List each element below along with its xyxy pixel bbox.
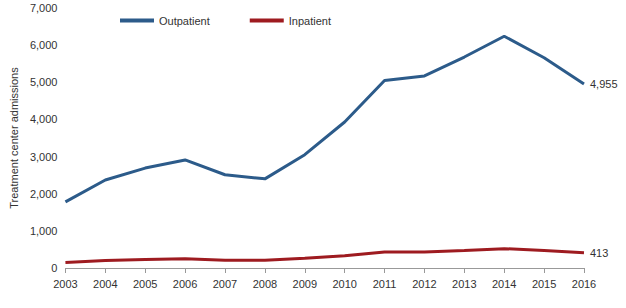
svg-text:2014: 2014 [492, 278, 516, 290]
svg-text:413: 413 [590, 247, 608, 259]
svg-text:Inpatient: Inpatient [289, 15, 331, 27]
svg-text:0: 0 [51, 262, 57, 274]
svg-text:1,000: 1,000 [30, 225, 58, 237]
svg-text:7,000: 7,000 [30, 2, 58, 14]
svg-text:2006: 2006 [173, 278, 197, 290]
svg-text:Outpatient: Outpatient [159, 15, 210, 27]
svg-text:2003: 2003 [53, 278, 77, 290]
svg-text:2,000: 2,000 [30, 188, 58, 200]
svg-text:2009: 2009 [293, 278, 317, 290]
svg-text:3,000: 3,000 [30, 151, 58, 163]
svg-text:2013: 2013 [452, 278, 476, 290]
svg-text:2008: 2008 [253, 278, 277, 290]
svg-text:2016: 2016 [572, 278, 596, 290]
svg-text:2012: 2012 [412, 278, 436, 290]
svg-text:6,000: 6,000 [30, 39, 58, 51]
svg-text:4,955: 4,955 [590, 78, 618, 90]
svg-text:2004: 2004 [93, 278, 117, 290]
svg-text:2005: 2005 [133, 278, 157, 290]
svg-text:5,000: 5,000 [30, 76, 58, 88]
svg-text:4,000: 4,000 [30, 113, 58, 125]
svg-text:2011: 2011 [373, 278, 397, 290]
svg-text:2010: 2010 [332, 278, 356, 290]
svg-text:Treatment center admissions: Treatment center admissions [8, 67, 20, 209]
svg-text:2015: 2015 [532, 278, 556, 290]
svg-text:2007: 2007 [213, 278, 237, 290]
